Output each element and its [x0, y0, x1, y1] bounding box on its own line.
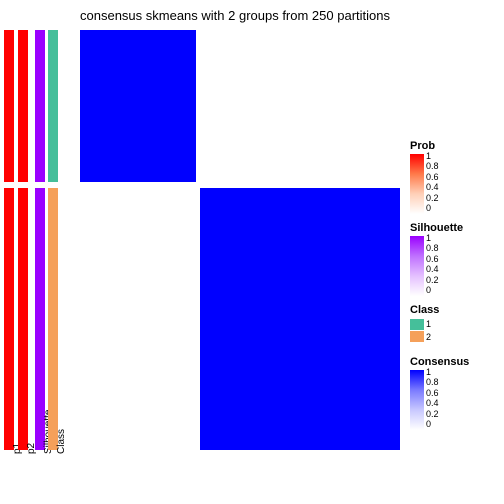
heatmap-block-r2-c1: [80, 188, 196, 450]
legend-consensus: Consensus1 0.8 0.6 0.4 0.2 0: [410, 356, 469, 430]
heatmap-block-r2-c2: [200, 188, 400, 450]
legend-gradient: [410, 154, 424, 214]
legend-swatch: [410, 331, 424, 342]
legend-tick: 0.4: [426, 183, 439, 191]
legend-tick: 0.4: [426, 265, 439, 273]
heatmap-block-r1-c2: [200, 30, 400, 182]
legend-ticks: 1 0.8 0.6 0.4 0.2 0: [424, 236, 446, 296]
legend-silhouette: Silhouette1 0.8 0.6 0.4 0.2 0: [410, 222, 463, 296]
legend-tick: 1: [426, 234, 431, 242]
anno-class-g1: [48, 30, 58, 182]
legend-prob: Prob10.80.60.40.20: [410, 140, 446, 214]
legend-item: 1: [410, 318, 439, 331]
legend-swatch: [410, 319, 424, 330]
legend-ticks: 1 0.8 0.6 0.4 0.2 0: [424, 154, 446, 214]
legend-tick: 0.8: [426, 378, 439, 386]
legend-tick: 0.2: [426, 276, 439, 284]
legend-ticks: 1 0.8 0.6 0.4 0.2 0: [424, 370, 446, 430]
legend-tick: 0.2: [426, 194, 439, 202]
legend-swatch-label: 1: [426, 319, 431, 329]
legend-tick: 0: [426, 420, 431, 428]
legend-gradient: [410, 236, 424, 296]
legend-title: Silhouette: [410, 222, 463, 234]
heatmap-block-r1-c1: [80, 30, 196, 182]
consensus-heatmap: [80, 30, 400, 450]
legend-tick: 0.2: [426, 410, 439, 418]
legend-tick: 0: [426, 286, 431, 294]
legend-title: Class: [410, 304, 439, 316]
legend-tick: 0.4: [426, 399, 439, 407]
legend-tick: 0.8: [426, 244, 439, 252]
legend-title: Consensus: [410, 356, 469, 368]
anno-label-class: Class: [56, 429, 67, 454]
legend-class: Class 1 2: [410, 304, 439, 343]
legend-item: 2: [410, 331, 439, 344]
anno-p2-g2: [18, 188, 28, 450]
legend-tick: 0.6: [426, 389, 439, 397]
legend-gradient: [410, 370, 424, 430]
anno-silhouette-g1: [35, 30, 45, 182]
legend-swatch-label: 2: [426, 332, 431, 342]
anno-p1-g1: [4, 30, 14, 182]
plot-title: consensus skmeans with 2 groups from 250…: [80, 8, 390, 23]
legend-tick: 0.8: [426, 162, 439, 170]
legend-tick: 0.6: [426, 173, 439, 181]
anno-p2-g1: [18, 30, 28, 182]
legend-tick: 0.6: [426, 255, 439, 263]
anno-p1-g2: [4, 188, 14, 450]
anno-class-g2: [48, 188, 58, 450]
legend-tick: 1: [426, 152, 431, 160]
legend-tick: 0: [426, 204, 431, 212]
legend-tick: 1: [426, 368, 431, 376]
